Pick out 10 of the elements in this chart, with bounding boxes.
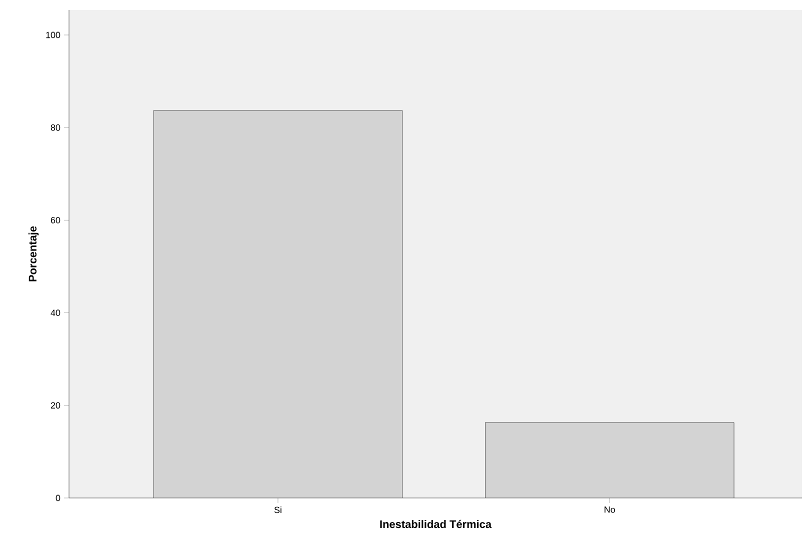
y-axis-title: Porcentaje — [28, 226, 39, 282]
x-tick-label: No — [604, 506, 615, 513]
x-tick-label: Si — [274, 506, 282, 514]
y-tick-label: 20 — [50, 402, 60, 409]
y-tick-label: 40 — [50, 310, 60, 316]
y-tick-label: 0 — [56, 494, 60, 502]
x-axis-title: Inestabilidad Térmica — [380, 520, 492, 528]
y-tick-label: 60 — [50, 217, 60, 224]
y-tick-label: 80 — [50, 124, 60, 131]
y-tick-label: 100 — [46, 32, 60, 38]
